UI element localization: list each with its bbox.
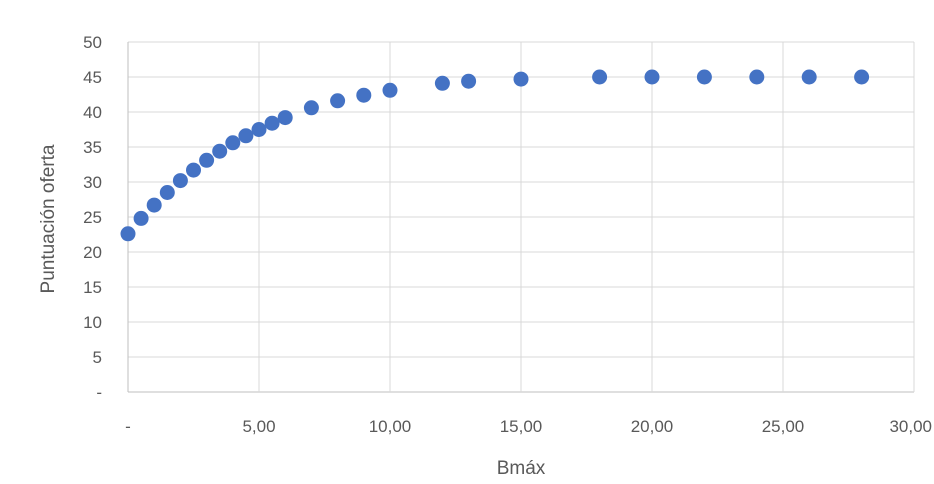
x-tick-label: 10,00	[369, 417, 412, 436]
y-tick-label: 5	[93, 348, 102, 367]
data-point	[356, 87, 372, 103]
data-point	[592, 69, 608, 85]
data-point	[199, 152, 215, 168]
data-point	[644, 69, 660, 85]
data-point	[513, 71, 529, 87]
y-tick-label: 30	[83, 173, 102, 192]
x-axis-title: Bmáx	[497, 458, 546, 479]
data-point	[238, 128, 254, 144]
x-tick-label: -	[125, 417, 131, 436]
y-tick-label: 15	[83, 278, 102, 297]
data-point	[330, 93, 346, 109]
data-point	[303, 100, 319, 116]
data-point	[696, 69, 712, 85]
y-axis-tick-labels: - 5 10 15 20 25 30 35 40 45 50	[83, 33, 102, 402]
y-tick-label: 45	[83, 68, 102, 87]
y-tick-label: 35	[83, 138, 102, 157]
vertical-gridlines	[127, 42, 915, 392]
y-tick-label: 50	[83, 33, 102, 52]
y-tick-label: 20	[83, 243, 102, 262]
data-point	[749, 69, 765, 85]
y-tick-label: 10	[83, 313, 102, 332]
data-point	[264, 115, 280, 131]
data-point	[801, 69, 817, 85]
data-point	[225, 135, 241, 151]
y-tick-label: 25	[83, 208, 102, 227]
data-point	[461, 73, 477, 89]
data-point	[382, 82, 398, 98]
x-tick-label: 5,00	[242, 417, 275, 436]
data-point	[146, 197, 162, 213]
x-tick-label: 25,00	[762, 417, 805, 436]
data-points	[120, 69, 870, 242]
x-tick-label: 20,00	[631, 417, 674, 436]
y-axis-title: Puntuación oferta	[38, 144, 59, 293]
data-point	[120, 226, 136, 242]
data-point	[251, 122, 267, 137]
data-point	[172, 173, 188, 189]
data-point	[277, 110, 293, 126]
data-point	[212, 143, 228, 159]
data-point	[854, 69, 870, 85]
y-tick-label: -	[96, 383, 102, 402]
data-point	[133, 210, 149, 226]
x-tick-label: 30,00	[889, 417, 932, 436]
data-point	[186, 162, 201, 178]
data-point	[434, 75, 450, 91]
x-axis-tick-labels: - 5,00 10,00 15,00 20,00 25,00 30,00	[125, 417, 932, 436]
x-tick-label: 15,00	[500, 417, 543, 436]
data-point	[159, 185, 175, 200]
y-tick-label: 40	[83, 103, 102, 122]
